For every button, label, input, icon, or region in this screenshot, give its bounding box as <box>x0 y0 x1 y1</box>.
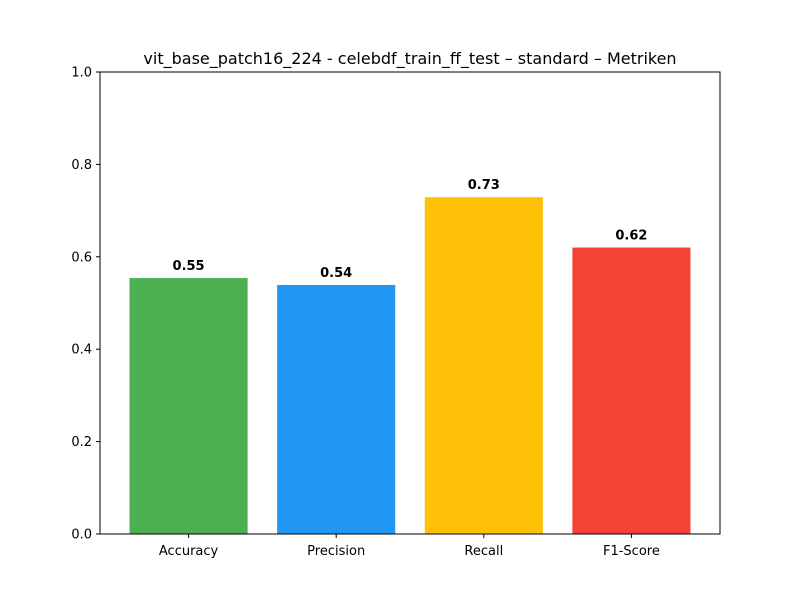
bar-accuracy <box>129 278 248 534</box>
x-tick-label: Precision <box>307 544 365 559</box>
x-tick-label: Accuracy <box>159 544 219 559</box>
chart-title: vit_base_patch16_224 - celebdf_train_ff_… <box>143 49 676 69</box>
x-axis: Accuracy Precision Recall F1-Score <box>159 534 660 559</box>
bar-f1-score <box>572 247 691 534</box>
y-axis: 0.0 0.2 0.4 0.6 0.8 1.0 <box>71 66 100 543</box>
y-tick-label: 0.2 <box>71 435 92 450</box>
bar-value-label: 0.62 <box>615 229 647 244</box>
y-tick-label: 0.6 <box>71 250 92 265</box>
bar-value-label: 0.54 <box>320 266 352 281</box>
bar-recall <box>424 197 543 534</box>
y-tick-label: 0.0 <box>71 528 92 543</box>
bar-value-labels: 0.55 0.54 0.73 0.62 <box>173 178 648 281</box>
y-tick-label: 0.4 <box>71 343 92 358</box>
y-tick-label: 0.8 <box>71 158 92 173</box>
bar-value-label: 0.73 <box>468 178 500 193</box>
x-tick-label: Recall <box>464 544 503 559</box>
x-tick-label: F1-Score <box>603 544 660 559</box>
y-tick-label: 1.0 <box>71 66 92 81</box>
bars <box>129 197 691 534</box>
bar-value-label: 0.55 <box>173 259 205 274</box>
plot-frame <box>99 71 721 535</box>
bar-precision <box>277 284 396 534</box>
